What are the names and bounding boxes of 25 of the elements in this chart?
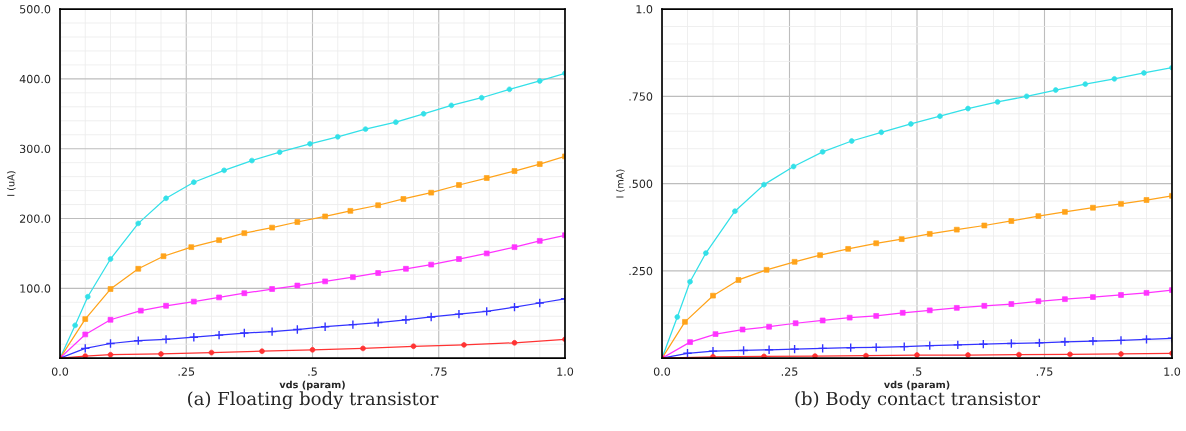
x-tick-label: 1.0 [557, 367, 574, 376]
y-tick-label: .250 [629, 266, 653, 276]
y-tick-label: .750 [629, 92, 653, 101]
x-tick-label: .25 [781, 367, 798, 376]
y-axis-title: I (uA) [6, 171, 16, 196]
y-tick-label: 400.0 [19, 74, 51, 84]
y-axis-title: I (mA) [616, 169, 625, 198]
y-tick-label: 200.0 [19, 214, 51, 223]
x-tick-label: 0.0 [653, 367, 671, 376]
text: (b) Body contact transistor [795, 391, 1041, 410]
x-tick-label: .5 [912, 367, 922, 376]
text: (a) Floating body transistor [188, 391, 439, 410]
y-tick-label: 1.0 [636, 5, 653, 14]
y-tick-label: .500 [629, 179, 653, 188]
x-tick-label: .75 [431, 367, 447, 376]
x-tick-label: 1.0 [1164, 367, 1181, 376]
x-axis-title: vds (param) [883, 380, 950, 391]
x-tick-label: 0.0 [51, 367, 69, 376]
y-tick-label: 300.0 [20, 144, 51, 154]
x-tick-label: .75 [1036, 367, 1053, 376]
x-tick-label: .25 [178, 367, 195, 376]
x-axis-title: vds (param) [279, 380, 345, 391]
y-tick-label: 500.0 [20, 5, 51, 14]
y-tick-label: 100.0 [20, 284, 51, 293]
x-tick-label: .5 [308, 367, 317, 376]
